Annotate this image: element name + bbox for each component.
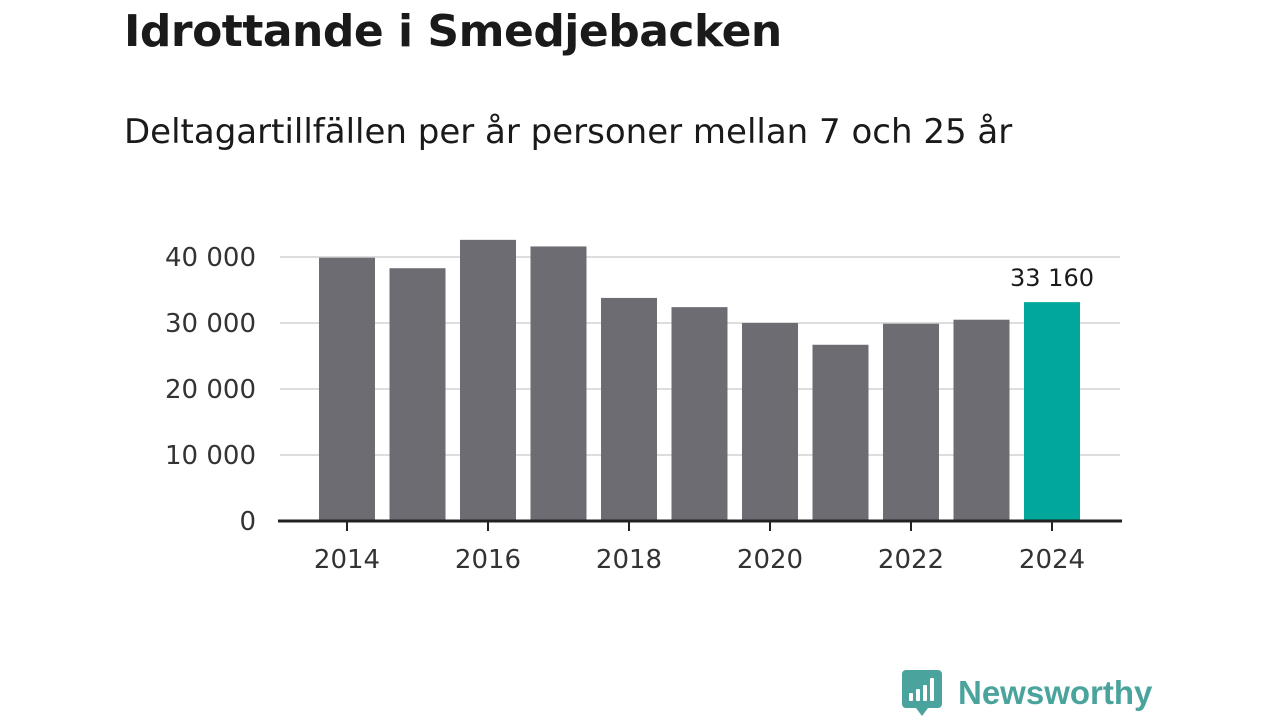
- chart-title: Idrottande i Smedjebacken: [124, 6, 782, 57]
- data-label-2024: 33 160: [1010, 264, 1094, 292]
- bar-2017: [530, 246, 587, 521]
- y-tick-label: 30 000: [165, 309, 256, 339]
- bar-2023: [953, 319, 1010, 521]
- y-tick-label: 10 000: [165, 441, 256, 471]
- x-tick-label: 2016: [455, 545, 521, 575]
- x-tick-label: 2018: [596, 545, 662, 575]
- bar-2024: [1024, 302, 1080, 521]
- bar-2022: [883, 323, 939, 521]
- bar-2015: [389, 268, 446, 521]
- y-tick-label: 40 000: [165, 243, 256, 273]
- bar-2018: [601, 297, 657, 521]
- x-tick-label: 2014: [314, 545, 380, 575]
- bar-2020: [742, 323, 798, 521]
- brand-name: Newsworthy: [958, 674, 1153, 711]
- bar-2016: [460, 239, 516, 521]
- brand-logo: Newsworthy: [902, 670, 1152, 716]
- x-tick-label: 2020: [737, 545, 803, 575]
- y-tick-label: 20 000: [165, 375, 256, 405]
- bar-2021: [812, 344, 869, 521]
- bar-2019: [671, 307, 728, 521]
- newsworthy-logo-icon: [902, 670, 942, 716]
- bar-2014: [319, 257, 375, 521]
- x-tick-label: 2022: [878, 545, 944, 575]
- x-tick-label: 2024: [1019, 545, 1085, 575]
- chart-subtitle: Deltagartillfällen per år personer mella…: [124, 112, 1013, 152]
- y-tick-label: 0: [239, 507, 256, 537]
